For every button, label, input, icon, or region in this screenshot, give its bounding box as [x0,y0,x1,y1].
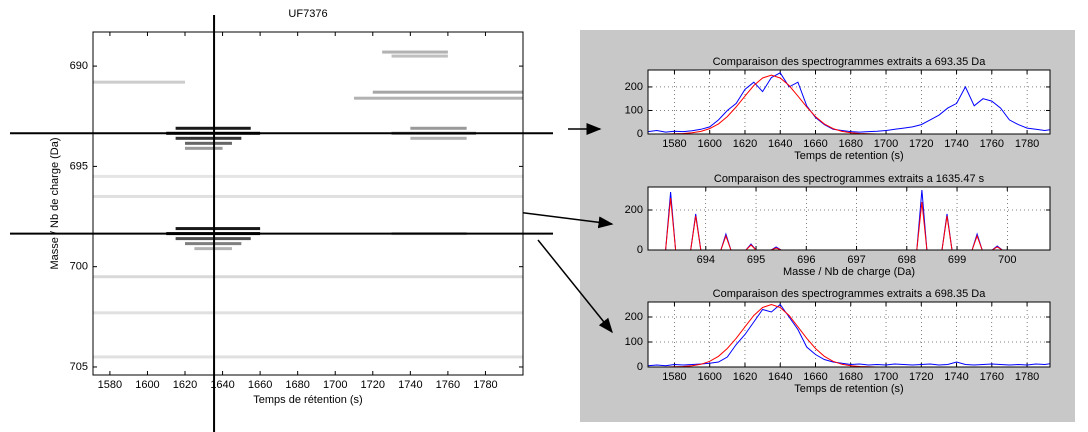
plot-frame [647,69,1051,135]
x-tick-label: 1720 [361,379,385,391]
x-tick-label: 1780 [473,379,497,391]
heatmap-streak [382,50,448,54]
x-tick-label: 1680 [839,138,863,150]
series-line [648,72,1050,133]
x-tick-label: 696 [797,254,815,266]
x-axis-label: Temps de rétention (s) [253,394,362,406]
heatmap-streak [93,275,523,279]
x-tick-label: 1780 [1015,138,1039,150]
x-tick-label: 1580 [98,379,122,391]
x-tick-label: 1740 [944,371,968,383]
series-line [648,303,1050,367]
x-tick-label: 1760 [980,371,1004,383]
plot-frame [92,31,524,376]
x-tick-label: 1620 [733,138,757,150]
x-tick-label: 1760 [980,138,1004,150]
x-tick-label: 1660 [803,371,827,383]
x-axis-label: Temps de retention (s) [794,383,903,395]
x-tick-label: 1600 [135,379,159,391]
plot-area [648,302,1050,367]
heatmap-streak [175,136,242,140]
heatmap-streak [354,96,523,100]
y-tick-label: 200 [625,81,643,93]
y-tick-label: 100 [625,336,643,348]
x-tick-label: 1660 [248,379,272,391]
y-tick-label: 100 [625,104,643,116]
y-axis-label: Masse / Nb de charge (Da) [49,137,61,269]
x-tick-label: 1680 [285,379,309,391]
heatmap-streak [93,355,523,359]
x-tick-label: 1700 [874,138,898,150]
x-tick-label: 1680 [839,371,863,383]
x-axis-label: Masse / Nb de charge (Da) [783,266,915,278]
heatmap-streak [372,90,523,94]
heatmap-streak [185,141,232,145]
plot-marks [648,72,1050,134]
heatmap-streak [93,80,186,84]
plot-area [648,187,1050,250]
x-axis-label: Temps de retention (s) [794,150,903,162]
x-tick-label: 1600 [697,371,721,383]
y-tick-label: 705 [70,361,88,373]
x-tick-label: 695 [747,254,765,266]
x-tick-label: 1620 [173,379,197,391]
x-tick-label: 1580 [662,138,686,150]
x-tick-label: 1620 [733,371,757,383]
y-tick-label: 690 [70,60,88,72]
x-tick-label: 1700 [874,371,898,383]
heatmap-streak [391,54,448,58]
y-tick-label: 0 [637,128,643,140]
x-tick-label: 700 [998,254,1016,266]
series-line [648,197,1050,250]
x-tick-label: 1780 [1015,371,1039,383]
plot-marks [648,303,1050,367]
heatmap-streak [410,126,467,130]
heatmap-streak [410,136,467,140]
chart-title: Comparaison des spectrogrammes extraits … [714,173,985,185]
arrow [537,239,613,334]
x-tick-label: 1640 [768,138,792,150]
y-tick-label: 200 [625,311,643,323]
heatmap-streak [175,227,261,231]
plot-area [93,32,523,375]
heatmap-streak [93,174,523,178]
y-tick-label: 200 [625,204,643,216]
heatmap-streak [93,311,523,315]
x-tick-label: 1740 [944,138,968,150]
series-line [648,303,1050,367]
x-tick-label: 694 [697,254,715,266]
heatmap-streak [185,146,223,150]
x-tick-label: 697 [847,254,865,266]
chart-title: Comparaison des spectrogrammes extraits … [713,56,987,68]
y-tick-label: 700 [70,261,88,273]
x-tick-label: 1640 [210,379,234,391]
x-tick-label: 698 [898,254,916,266]
x-tick-label: 1640 [768,371,792,383]
heatmap-streak [93,194,523,198]
x-tick-label: 1700 [323,379,347,391]
series-line [648,74,1050,134]
y-tick-label: 695 [70,160,88,172]
plot-area [648,70,1050,134]
x-tick-label: 1660 [803,138,827,150]
x-tick-label: 1720 [909,138,933,150]
plot-frame [647,186,1051,251]
x-tick-label: 1760 [436,379,460,391]
x-tick-label: 1580 [662,371,686,383]
y-tick-label: 0 [637,361,643,373]
plot-frame [647,301,1051,368]
y-tick-label: 0 [637,244,643,256]
chart-title: Comparaison des spectrogrammes extraits … [713,288,987,300]
x-tick-label: 1720 [909,371,933,383]
x-tick-label: 1740 [398,379,422,391]
x-tick-label: 1600 [697,138,721,150]
chart-title: UF7376 [288,8,327,20]
plot-marks [648,189,1050,250]
x-tick-label: 699 [948,254,966,266]
